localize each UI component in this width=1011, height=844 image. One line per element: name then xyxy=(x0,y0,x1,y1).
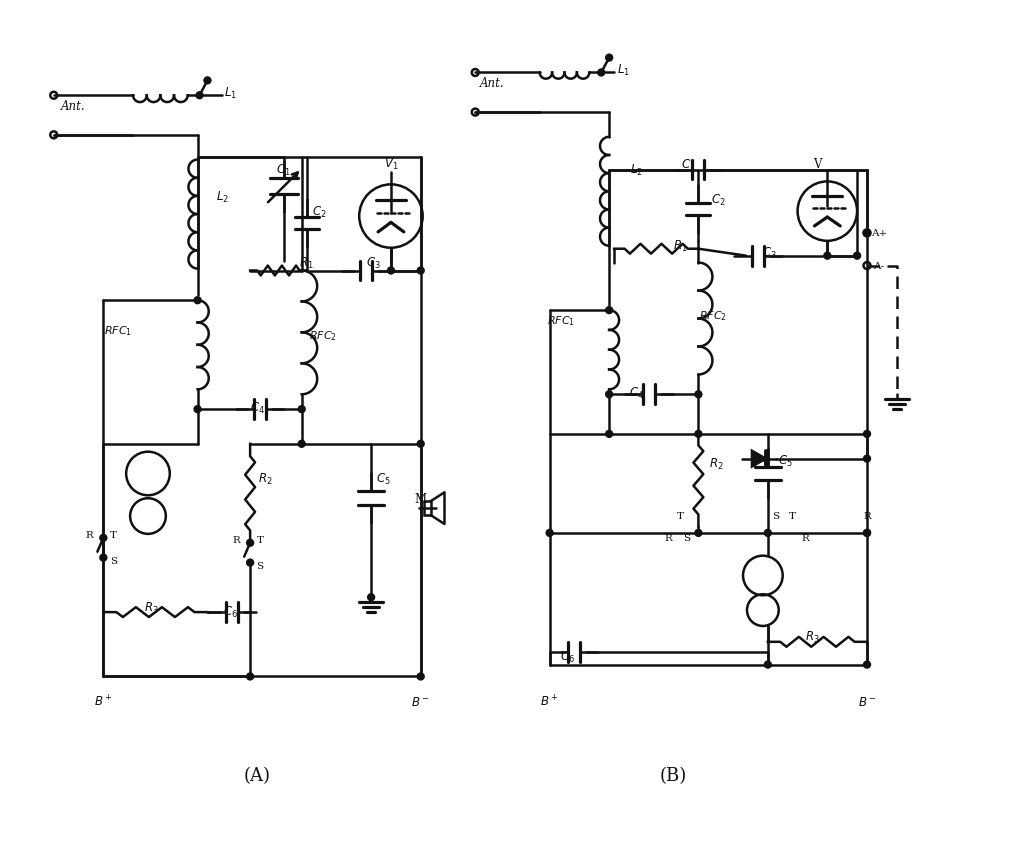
Circle shape xyxy=(764,662,771,668)
Text: Ant.: Ant. xyxy=(61,100,85,112)
Text: V: V xyxy=(813,158,822,170)
Circle shape xyxy=(695,431,702,438)
Circle shape xyxy=(764,530,771,537)
Text: $R_2$: $R_2$ xyxy=(258,471,272,486)
Text: M: M xyxy=(757,454,768,464)
Circle shape xyxy=(298,441,305,447)
Text: $R_3$: $R_3$ xyxy=(805,630,820,645)
Circle shape xyxy=(194,406,201,413)
Circle shape xyxy=(606,55,613,62)
Circle shape xyxy=(863,431,870,438)
Text: $C_1$: $C_1$ xyxy=(276,163,291,178)
Circle shape xyxy=(387,268,394,274)
Circle shape xyxy=(863,230,870,237)
Text: T: T xyxy=(110,531,116,539)
Text: $C_6$: $C_6$ xyxy=(560,649,575,664)
Text: $C_4$: $C_4$ xyxy=(250,400,265,415)
Text: $B^-$: $B^-$ xyxy=(411,695,430,708)
Text: $B^-$: $B^-$ xyxy=(857,695,877,708)
Circle shape xyxy=(196,93,203,100)
Circle shape xyxy=(100,535,107,542)
Text: $B^+$: $B^+$ xyxy=(540,694,559,709)
Circle shape xyxy=(298,406,305,413)
Text: $RFC_2$: $RFC_2$ xyxy=(309,328,338,343)
Text: $C_5$: $C_5$ xyxy=(778,453,793,468)
Text: R: R xyxy=(802,533,810,543)
Circle shape xyxy=(247,674,254,680)
Circle shape xyxy=(606,431,613,438)
Circle shape xyxy=(606,392,613,398)
Text: $C_5$: $C_5$ xyxy=(376,471,390,486)
Circle shape xyxy=(418,441,425,447)
Text: Ant.: Ant. xyxy=(480,77,504,89)
Text: $RFC_2$: $RFC_2$ xyxy=(700,309,727,322)
Circle shape xyxy=(863,662,870,668)
Text: $C_3$: $C_3$ xyxy=(762,246,777,261)
Text: R: R xyxy=(863,511,870,520)
Circle shape xyxy=(546,530,553,537)
Circle shape xyxy=(695,392,702,398)
Text: $R_2$: $R_2$ xyxy=(709,457,724,472)
Text: A-: A- xyxy=(874,262,885,271)
Circle shape xyxy=(418,674,425,680)
Text: $B^+$: $B^+$ xyxy=(94,694,112,709)
Text: R: R xyxy=(665,533,672,543)
Circle shape xyxy=(863,530,870,537)
Circle shape xyxy=(824,253,831,260)
Text: $L_1$: $L_1$ xyxy=(223,85,237,100)
Text: $V_1$: $V_1$ xyxy=(384,157,398,172)
Bar xyxy=(424,501,431,516)
Text: S: S xyxy=(257,561,264,571)
Circle shape xyxy=(100,555,107,561)
Text: A+: A+ xyxy=(870,229,887,238)
Circle shape xyxy=(863,456,870,463)
Text: $C_2$: $C_2$ xyxy=(312,204,327,219)
Text: (A): (A) xyxy=(244,766,271,785)
Text: $R_3$: $R_3$ xyxy=(144,600,159,615)
Circle shape xyxy=(606,307,613,314)
Text: $L_2$: $L_2$ xyxy=(216,189,228,204)
Text: M: M xyxy=(415,492,427,506)
Polygon shape xyxy=(752,452,766,467)
Text: T: T xyxy=(677,511,684,520)
Text: S: S xyxy=(110,556,117,565)
Circle shape xyxy=(247,560,254,566)
Text: $R_1$: $R_1$ xyxy=(299,256,314,271)
Text: R: R xyxy=(86,531,93,539)
Text: $RFC_1$: $RFC_1$ xyxy=(548,314,575,327)
Text: R: R xyxy=(233,536,241,544)
Circle shape xyxy=(194,297,201,305)
Circle shape xyxy=(368,594,375,601)
Text: $C_4$: $C_4$ xyxy=(630,385,644,400)
Text: $C_3$: $C_3$ xyxy=(366,256,380,271)
Circle shape xyxy=(863,530,870,537)
Text: (B): (B) xyxy=(660,766,687,785)
Circle shape xyxy=(204,78,211,84)
Text: $C_1$: $C_1$ xyxy=(681,158,696,173)
Text: $RFC_1$: $RFC_1$ xyxy=(104,323,132,338)
Text: S: S xyxy=(772,511,779,520)
Text: $L_1$: $L_1$ xyxy=(618,63,631,78)
Text: T: T xyxy=(257,536,264,544)
Circle shape xyxy=(695,530,702,537)
Text: $C_6$: $C_6$ xyxy=(222,603,238,619)
Text: $C_2$: $C_2$ xyxy=(711,192,726,208)
Circle shape xyxy=(853,253,860,260)
Text: $R_1$: $R_1$ xyxy=(673,239,687,254)
Text: S: S xyxy=(683,533,691,543)
Circle shape xyxy=(598,70,605,77)
Circle shape xyxy=(418,268,425,274)
Text: T: T xyxy=(790,511,796,520)
Circle shape xyxy=(247,539,254,547)
Text: $L_2$: $L_2$ xyxy=(631,163,643,178)
